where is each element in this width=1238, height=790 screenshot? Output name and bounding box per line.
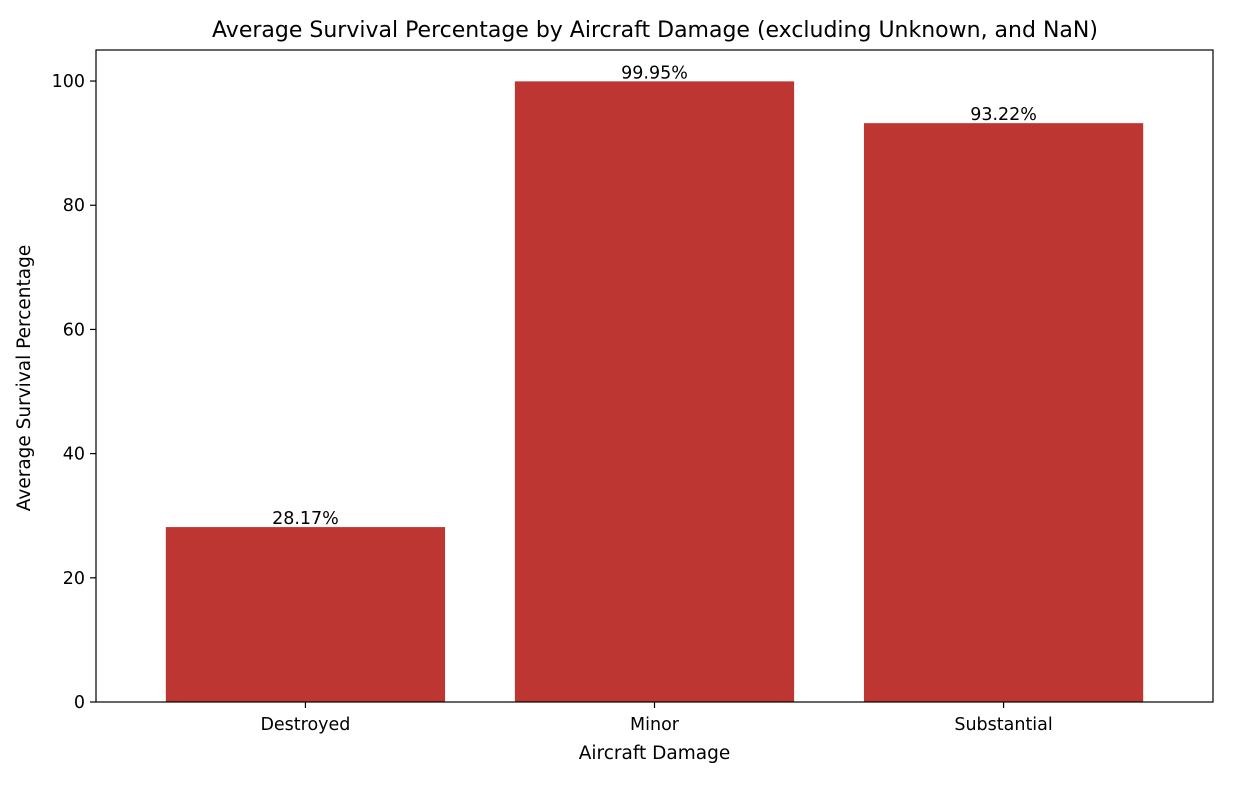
y-tick-label: 100 (52, 72, 85, 92)
bars-layer (165, 81, 1144, 702)
y-axis-label: Average Survival Percentage (14, 245, 35, 511)
x-tick-label: Destroyed (260, 715, 350, 735)
y-tick-label: 60 (63, 320, 85, 340)
bar-value-label: 99.95% (621, 63, 688, 83)
bar-labels-layer: 28.17% 99.95% 93.22% (272, 63, 1037, 529)
bar-substantial (863, 123, 1144, 702)
plot-frame (95, 49, 1214, 703)
bar-minor (514, 81, 795, 702)
y-tick-label: 0 (74, 693, 85, 713)
bar-value-label: 28.17% (272, 509, 339, 529)
bar-value-label: 93.22% (970, 105, 1037, 125)
x-axis-label: Aircraft Damage (579, 743, 731, 764)
y-axis-ticks: 0 20 40 60 80 100 (52, 72, 96, 713)
y-tick-label: 40 (63, 445, 85, 465)
y-tick-label: 20 (63, 569, 85, 589)
x-tick-label: Minor (630, 715, 680, 735)
x-tick-label: Substantial (954, 715, 1052, 735)
bar-destroyed (165, 527, 446, 702)
y-tick-label: 80 (63, 196, 85, 216)
chart-title: Average Survival Percentage by Aircraft … (212, 18, 1098, 43)
x-axis-ticks: Destroyed Minor Substantial (260, 702, 1053, 735)
